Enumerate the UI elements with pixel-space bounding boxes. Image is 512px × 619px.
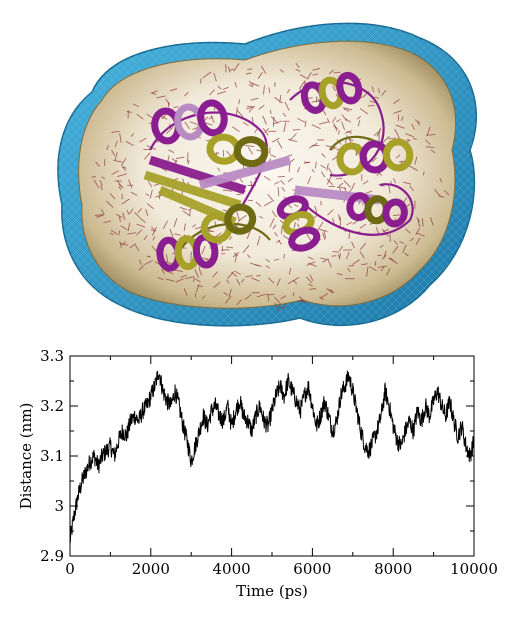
y-tick-label: 2.9 [40, 547, 64, 565]
x-tick-label: 0 [65, 560, 75, 578]
molecule-render [58, 23, 476, 325]
distance-chart: 0 2000 4000 6000 8000 10000 2.9 3 3.1 3.2 3.3 Tim… [17, 347, 498, 600]
solvent-speck [191, 252, 192, 261]
x-tick-label: 4000 [213, 560, 251, 578]
x-tick-label: 8000 [374, 560, 412, 578]
x-tick-label: 10000 [450, 560, 498, 578]
plot-frame [70, 356, 474, 556]
x-axis-label: Time (ps) [236, 582, 308, 600]
y-tick-label: 3.3 [40, 347, 64, 365]
solvent-speck [236, 194, 241, 195]
solvent-speck [334, 72, 341, 73]
solvent-speck [333, 252, 340, 253]
solvent-speck [278, 176, 285, 177]
x-tick-label: 2000 [132, 560, 170, 578]
x-tick-label: 6000 [293, 560, 331, 578]
solvent-speck [332, 256, 337, 257]
solvent-speck [271, 110, 272, 114]
y-axis-label: Distance (nm) [17, 403, 35, 510]
solvent-speck [273, 117, 274, 127]
y-tick-label: 3.1 [40, 447, 64, 465]
interior-cavity [79, 41, 456, 308]
y-tick-label: 3 [54, 497, 64, 515]
solvent-speck [194, 277, 195, 282]
solvent-speck [221, 250, 230, 251]
solvent-speck [195, 293, 196, 297]
solvent-speck [321, 201, 322, 206]
solvent-speck [293, 292, 294, 296]
y-tick-label: 3.2 [40, 397, 64, 415]
